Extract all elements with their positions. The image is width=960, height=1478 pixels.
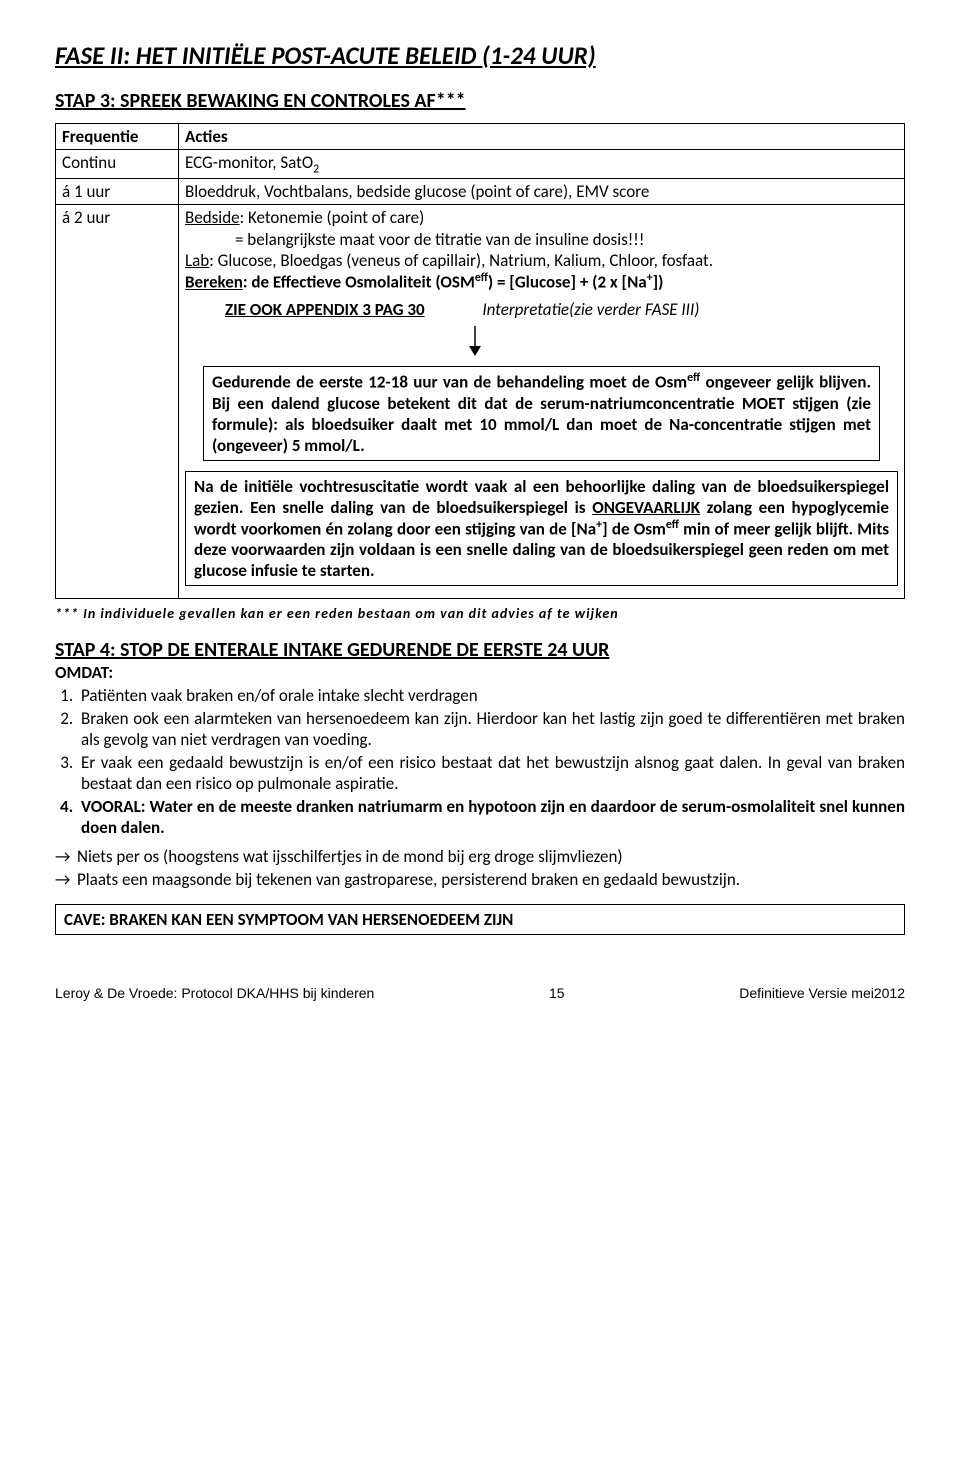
- text: Gedurende de eerste 12-18 uur van de beh…: [212, 372, 687, 393]
- interpretatie: Interpretatie(zie verder FASE III): [482, 299, 699, 320]
- arrow-list: → Niets per os (hoogstens wat ijsschilfe…: [55, 846, 905, 890]
- arrow-item: → Niets per os (hoogstens wat ijsschilfe…: [55, 846, 905, 867]
- list-item: Braken ook een alarmteken van hersenoede…: [77, 708, 905, 750]
- cell-action-2uur: Bedside: Ketonemie (point of care) = bel…: [179, 205, 905, 599]
- cell-freq-1uur: á 1 uur: [56, 179, 179, 205]
- cell-action-continu: ECG-monitor, SatO2: [179, 150, 905, 179]
- footer-right: Definitieve Versie mei2012: [739, 985, 905, 1001]
- page-title: FASE II: HET INITIËLE POST-ACUTE BELEID …: [55, 40, 905, 71]
- stap3-heading: STAP 3: SPREEK BEWAKING EN CONTROLES AF*…: [55, 89, 905, 113]
- text: Niets per os (hoogstens wat ijsschilfert…: [77, 846, 623, 867]
- th-acties: Acties: [179, 124, 905, 150]
- footer-left: Leroy & De Vroede: Protocol DKA/HHS bij …: [55, 985, 374, 1001]
- stap4-heading-row: STAP 4: STOP DE ENTERALE INTAKE GEDUREND…: [55, 638, 905, 662]
- table-row: á 2 uur Bedside: Ketonemie (point of car…: [56, 205, 905, 599]
- text: ) = [Glucose] + (2 x [Na: [488, 272, 647, 293]
- text: : de Effectieve Osmolaliteit (OSM: [243, 272, 475, 293]
- stap4-heading: STAP 4: STOP DE ENTERALE INTAKE GEDUREND…: [55, 638, 609, 662]
- table-row: Continu ECG-monitor, SatO2: [56, 150, 905, 179]
- reason-list: Patiënten vaak braken en/of orale intake…: [77, 685, 905, 838]
- omdat-label: OMDAT:: [55, 662, 905, 683]
- text: ECG-monitor, SatO: [185, 152, 313, 173]
- frequency-table: Frequentie Acties Continu ECG-monitor, S…: [55, 123, 905, 599]
- text: Plaats een maagsonde bij tekenen van gas…: [77, 869, 905, 890]
- table-row: á 1 uur Bloeddruk, Vochtbalans, bedside …: [56, 179, 905, 205]
- subscript: 2: [313, 162, 319, 176]
- footer: Leroy & De Vroede: Protocol DKA/HHS bij …: [55, 985, 905, 1001]
- arrow-right-icon: →: [55, 869, 77, 890]
- text: : Ketonemie (point of care): [240, 207, 425, 228]
- maat-text: = belangrijkste maat voor de titratie va…: [185, 229, 898, 250]
- lab-label: Lab: [185, 250, 209, 271]
- text: : Glucose, Bloedgas (veneus of capillair…: [209, 250, 713, 271]
- cave-box: CAVE: BRAKEN KAN EEN SYMPTOOM VAN HERSEN…: [55, 904, 905, 935]
- box-osm: Gedurende de eerste 12-18 uur van de beh…: [203, 366, 880, 461]
- superscript: eff: [666, 518, 679, 532]
- text: ]): [653, 272, 664, 293]
- cell-freq-continu: Continu: [56, 150, 179, 179]
- bereken-label: Bereken: [185, 272, 243, 293]
- cell-action-1uur: Bloeddruk, Vochtbalans, bedside glucose …: [179, 179, 905, 205]
- arrow-down-icon: [465, 326, 485, 356]
- list-item: Er vaak een gedaald bewustzijn is en/of …: [77, 752, 905, 794]
- footnote: *** In individuele gevallen kan er een r…: [55, 605, 905, 622]
- cell-freq-2uur: á 2 uur: [56, 205, 179, 599]
- arrow-right-icon: →: [55, 846, 77, 867]
- superscript: eff: [475, 271, 488, 285]
- superscript: eff: [687, 371, 700, 385]
- list-item: VOORAL: Water en de meeste dranken natri…: [77, 796, 905, 838]
- text: ] de Osm: [602, 518, 666, 539]
- th-frequentie: Frequentie: [56, 124, 179, 150]
- footer-page-number: 15: [549, 985, 565, 1001]
- box-daling: Na de initiële vochtresuscitatie wordt v…: [185, 471, 898, 587]
- list-item: Patiënten vaak braken en/of orale intake…: [77, 685, 905, 706]
- page: FASE II: HET INITIËLE POST-ACUTE BELEID …: [0, 0, 960, 1031]
- arrow-item: → Plaats een maagsonde bij tekenen van g…: [55, 869, 905, 890]
- appendix-label: ZIE OOK APPENDIX 3 PAG 30: [225, 299, 425, 320]
- bedside-label: Bedside: [185, 207, 240, 228]
- appendix-row: ZIE OOK APPENDIX 3 PAG 30 Interpretatie(…: [225, 299, 898, 320]
- text: ONGEVAARLIJK: [592, 497, 700, 518]
